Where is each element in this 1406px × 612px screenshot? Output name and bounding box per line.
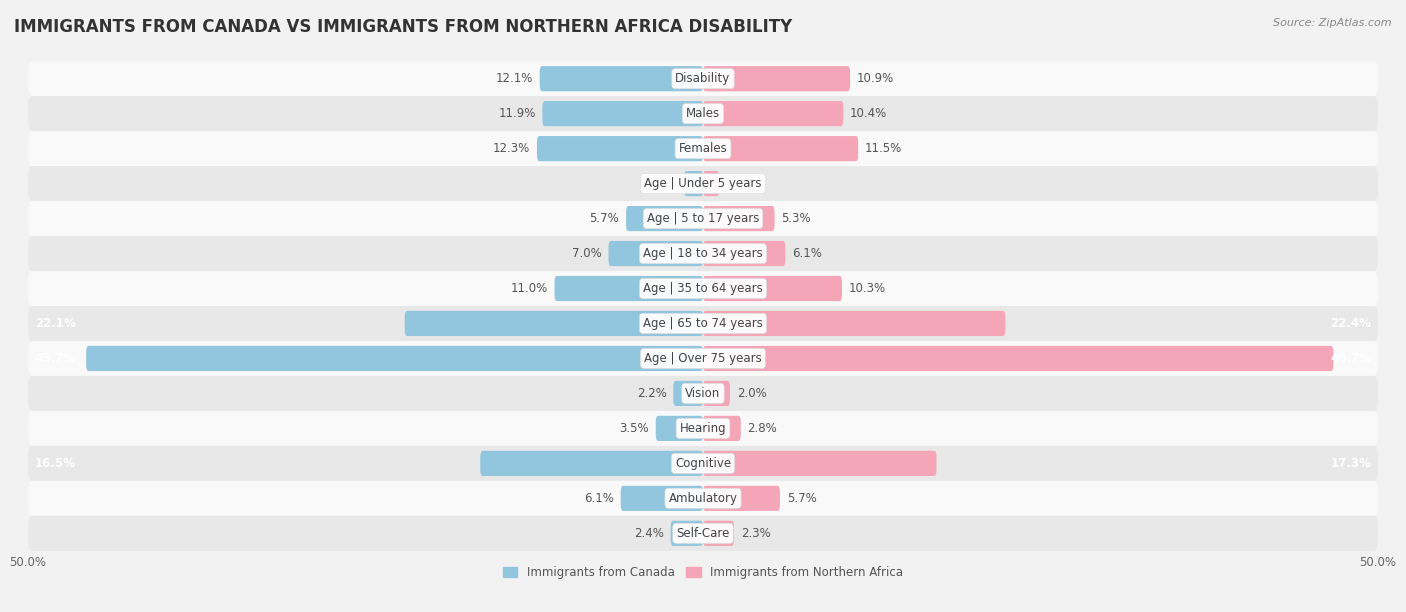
Text: IMMIGRANTS FROM CANADA VS IMMIGRANTS FROM NORTHERN AFRICA DISABILITY: IMMIGRANTS FROM CANADA VS IMMIGRANTS FRO… (14, 18, 793, 36)
Text: Hearing: Hearing (679, 422, 727, 435)
Text: Vision: Vision (685, 387, 721, 400)
FancyBboxPatch shape (673, 381, 703, 406)
FancyBboxPatch shape (703, 311, 1005, 336)
Text: 2.2%: 2.2% (637, 387, 666, 400)
FancyBboxPatch shape (626, 206, 703, 231)
FancyBboxPatch shape (620, 486, 703, 511)
FancyBboxPatch shape (28, 411, 1378, 446)
Text: 22.4%: 22.4% (1330, 317, 1371, 330)
FancyBboxPatch shape (703, 171, 720, 196)
FancyBboxPatch shape (28, 446, 1378, 481)
FancyBboxPatch shape (609, 241, 703, 266)
Text: 5.3%: 5.3% (782, 212, 811, 225)
Text: 16.5%: 16.5% (35, 457, 76, 470)
FancyBboxPatch shape (703, 241, 786, 266)
FancyBboxPatch shape (703, 416, 741, 441)
FancyBboxPatch shape (28, 376, 1378, 411)
Legend: Immigrants from Canada, Immigrants from Northern Africa: Immigrants from Canada, Immigrants from … (498, 562, 908, 584)
FancyBboxPatch shape (28, 236, 1378, 271)
Text: Source: ZipAtlas.com: Source: ZipAtlas.com (1274, 18, 1392, 28)
FancyBboxPatch shape (703, 346, 1333, 371)
Text: 1.2%: 1.2% (725, 177, 756, 190)
Text: Age | 65 to 74 years: Age | 65 to 74 years (643, 317, 763, 330)
FancyBboxPatch shape (703, 521, 734, 546)
Text: Females: Females (679, 142, 727, 155)
FancyBboxPatch shape (28, 481, 1378, 516)
Text: 2.4%: 2.4% (634, 527, 664, 540)
FancyBboxPatch shape (703, 101, 844, 126)
FancyBboxPatch shape (655, 416, 703, 441)
FancyBboxPatch shape (554, 276, 703, 301)
FancyBboxPatch shape (685, 171, 703, 196)
FancyBboxPatch shape (543, 101, 703, 126)
Text: 12.1%: 12.1% (495, 72, 533, 85)
FancyBboxPatch shape (28, 306, 1378, 341)
Text: 6.1%: 6.1% (583, 492, 614, 505)
FancyBboxPatch shape (28, 271, 1378, 306)
FancyBboxPatch shape (28, 131, 1378, 166)
Text: 2.8%: 2.8% (748, 422, 778, 435)
Text: Age | Over 75 years: Age | Over 75 years (644, 352, 762, 365)
FancyBboxPatch shape (703, 381, 730, 406)
Text: 7.0%: 7.0% (572, 247, 602, 260)
Text: 10.9%: 10.9% (856, 72, 894, 85)
Text: 3.5%: 3.5% (620, 422, 650, 435)
FancyBboxPatch shape (481, 451, 703, 476)
Text: Age | 35 to 64 years: Age | 35 to 64 years (643, 282, 763, 295)
Text: Age | Under 5 years: Age | Under 5 years (644, 177, 762, 190)
Text: 5.7%: 5.7% (787, 492, 817, 505)
Text: Age | 5 to 17 years: Age | 5 to 17 years (647, 212, 759, 225)
FancyBboxPatch shape (703, 451, 936, 476)
Text: 22.1%: 22.1% (35, 317, 76, 330)
FancyBboxPatch shape (703, 276, 842, 301)
FancyBboxPatch shape (703, 206, 775, 231)
FancyBboxPatch shape (537, 136, 703, 161)
Text: 10.4%: 10.4% (851, 107, 887, 120)
FancyBboxPatch shape (28, 166, 1378, 201)
Text: 5.7%: 5.7% (589, 212, 619, 225)
Text: Cognitive: Cognitive (675, 457, 731, 470)
Text: 17.3%: 17.3% (1330, 457, 1371, 470)
Text: 6.1%: 6.1% (792, 247, 823, 260)
FancyBboxPatch shape (28, 96, 1378, 131)
FancyBboxPatch shape (28, 201, 1378, 236)
Text: 45.7%: 45.7% (35, 352, 76, 365)
FancyBboxPatch shape (28, 341, 1378, 376)
Text: 11.9%: 11.9% (498, 107, 536, 120)
Text: 12.3%: 12.3% (494, 142, 530, 155)
FancyBboxPatch shape (86, 346, 703, 371)
FancyBboxPatch shape (405, 311, 703, 336)
Text: 46.7%: 46.7% (1330, 352, 1371, 365)
Text: 11.5%: 11.5% (865, 142, 903, 155)
FancyBboxPatch shape (540, 66, 703, 91)
FancyBboxPatch shape (28, 516, 1378, 551)
FancyBboxPatch shape (671, 521, 703, 546)
FancyBboxPatch shape (703, 486, 780, 511)
Text: 10.3%: 10.3% (849, 282, 886, 295)
Text: 1.4%: 1.4% (648, 177, 678, 190)
Text: Males: Males (686, 107, 720, 120)
FancyBboxPatch shape (703, 136, 858, 161)
Text: Disability: Disability (675, 72, 731, 85)
Text: 2.3%: 2.3% (741, 527, 770, 540)
Text: 2.0%: 2.0% (737, 387, 766, 400)
Text: 11.0%: 11.0% (510, 282, 548, 295)
Text: Ambulatory: Ambulatory (668, 492, 738, 505)
Text: Age | 18 to 34 years: Age | 18 to 34 years (643, 247, 763, 260)
FancyBboxPatch shape (28, 61, 1378, 96)
FancyBboxPatch shape (703, 66, 851, 91)
Text: Self-Care: Self-Care (676, 527, 730, 540)
